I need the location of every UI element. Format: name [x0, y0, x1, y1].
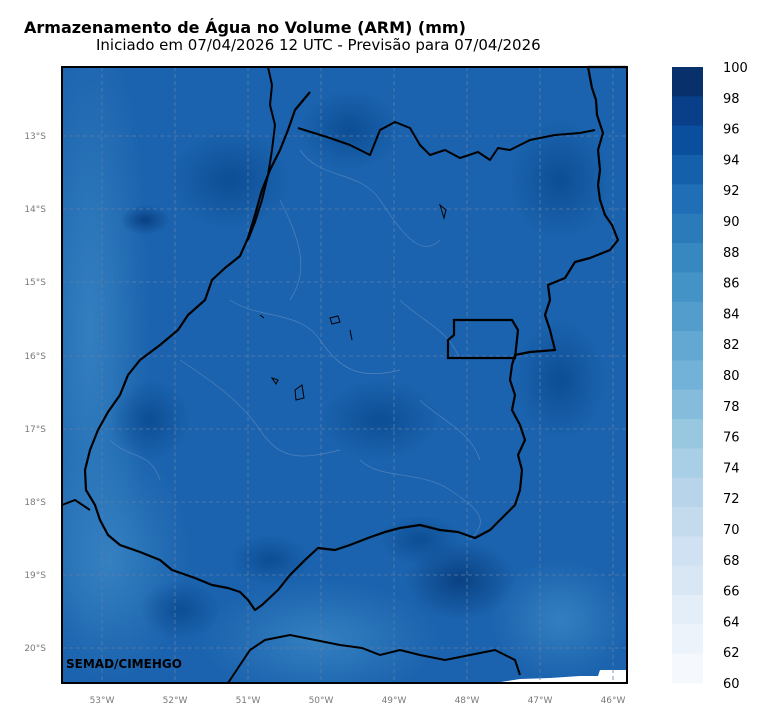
data-field: [62, 67, 627, 683]
lon-tick: 48°W: [455, 696, 480, 706]
colorbar-label: 74: [723, 461, 740, 476]
colorbar-label: 100: [723, 61, 748, 76]
south-border: [227, 633, 521, 684]
lon-tick: 53°W: [90, 696, 115, 706]
colorbar-swatch: [672, 331, 703, 361]
gridlines: [62, 67, 627, 683]
colorbar-label: 76: [723, 431, 740, 446]
colorbar-label: 88: [723, 246, 740, 261]
colorbar-swatch: [672, 243, 703, 273]
lat-tick: 13°S: [24, 132, 46, 142]
colorbar-label: 94: [723, 153, 740, 168]
lat-tick: 17°S: [24, 425, 46, 435]
colorbar-swatch: [672, 595, 703, 625]
lon-tick: 51°W: [236, 696, 261, 706]
colorbar-label: 62: [723, 646, 740, 661]
colorbar-label: 64: [723, 615, 740, 630]
lon-tick-labels: 53°W 52°W 51°W 50°W 49°W 48°W 47°W 46°W: [90, 696, 626, 706]
colorbar-label: 72: [723, 492, 740, 507]
lat-tick: 18°S: [24, 498, 46, 508]
colorbar-swatch: [672, 653, 703, 684]
relief-contours: [109, 149, 481, 541]
lon-tick: 46°W: [601, 696, 626, 706]
lon-tick: 47°W: [528, 696, 553, 706]
colorbar: 100 98 96 94 92 90 88 86 84 82 80 78 76 74 72 70 68 66 64 6…: [672, 61, 748, 692]
colorbar-swatch: [672, 419, 703, 449]
map-subtitle: Iniciado em 07/04/2026 12 UTC - Previsão…: [96, 36, 541, 54]
colorbar-swatch: [672, 184, 703, 215]
colorbar-swatch: [672, 624, 703, 655]
west-border: [247, 66, 277, 241]
lon-tick: 50°W: [309, 696, 334, 706]
colorbar-label: 60: [723, 677, 740, 692]
lat-tick: 19°S: [24, 571, 46, 581]
colorbar-swatch: [672, 272, 703, 303]
colorbar-label: 84: [723, 307, 740, 322]
lon-tick: 49°W: [382, 696, 407, 706]
state-boundary: [83, 65, 627, 612]
colorbar-label: 80: [723, 369, 740, 384]
colorbar-label: 78: [723, 400, 740, 415]
colorbar-swatch: [672, 507, 703, 537]
lat-tick: 15°S: [24, 278, 46, 288]
lat-tick-labels: 13°S 14°S 15°S 16°S 17°S 18°S 19°S 20°S: [24, 132, 46, 654]
colorbar-swatch: [672, 67, 703, 97]
colorbar-label: 96: [723, 123, 740, 138]
colorbar-swatch: [672, 360, 703, 391]
lat-tick: 14°S: [24, 205, 46, 215]
colorbar-swatch: [672, 125, 703, 156]
map-title: Armazenamento de Água no Volume (ARM) (m…: [24, 18, 466, 37]
colorbar-label: 66: [723, 585, 740, 600]
lat-tick: 20°S: [24, 644, 46, 654]
colorbar-label: 68: [723, 554, 740, 569]
colorbar-label: 86: [723, 277, 740, 292]
north-border: [297, 121, 596, 161]
colorbar-label: 90: [723, 215, 740, 230]
colorbar-label: 82: [723, 338, 740, 353]
colorbar-swatch: [672, 448, 703, 479]
credit-label: SEMAD/CIMEHGO: [66, 657, 182, 671]
lon-tick: 52°W: [163, 696, 188, 706]
colorbar-swatch: [672, 96, 703, 127]
colorbar-label: 70: [723, 523, 740, 538]
lake-outlines: [259, 203, 447, 401]
colorbar-swatch: [672, 389, 703, 420]
west-edge-border: [61, 498, 91, 511]
colorbar-swatch: [672, 536, 703, 567]
map-frame: [61, 66, 628, 684]
colorbar-label: 98: [723, 92, 740, 107]
colorbar-swatch: [672, 565, 703, 596]
lat-tick: 16°S: [24, 352, 46, 362]
colorbar-swatch: [672, 301, 703, 332]
colorbar-swatch: [672, 155, 703, 185]
df-boundary: [446, 318, 520, 360]
colorbar-swatch: [672, 477, 703, 508]
colorbar-swatch: [672, 213, 703, 244]
colorbar-label: 92: [723, 184, 740, 199]
